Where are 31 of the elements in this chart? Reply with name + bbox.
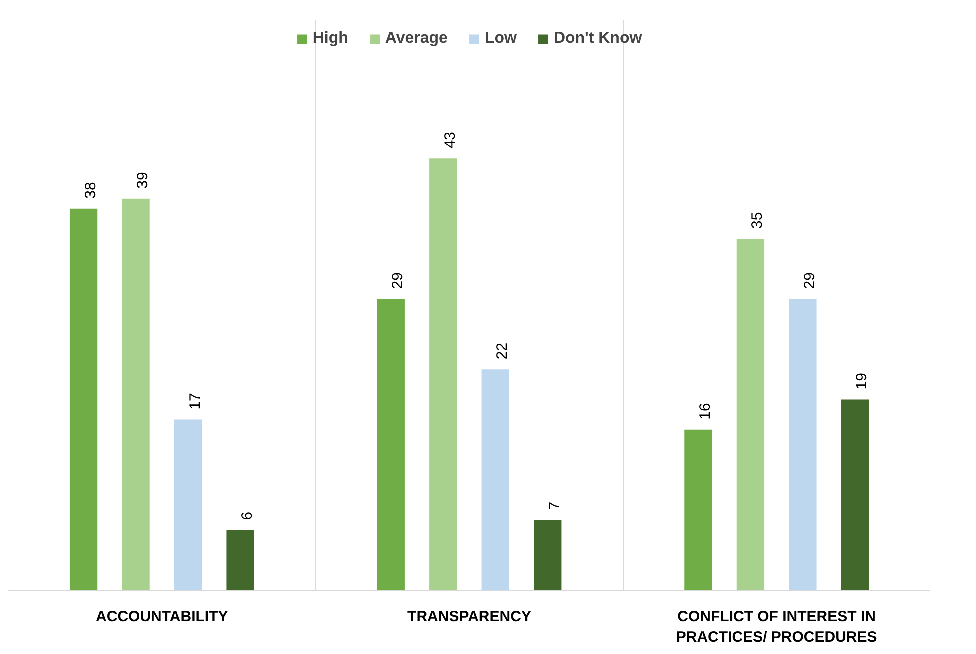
legend-label: Low [484,30,517,48]
bar [226,530,254,590]
bar [482,370,510,590]
data-label: 19 [854,373,871,390]
data-label: 35 [749,212,766,230]
x-tick-label: CONFLICT OF INTEREST IN PRACTICES/ PROCEDURES [676,608,878,646]
x-tick-label: ACCOUNTABILITY [96,608,228,626]
bar [789,299,817,590]
bar [377,299,405,590]
bar [174,420,202,590]
data-label: 6 [239,512,256,520]
legend-label: Average [385,30,448,48]
data-label: 29 [801,272,818,290]
bar [684,430,712,590]
data-label: 38 [82,182,100,199]
bar [736,239,765,590]
data-label: 43 [442,132,459,149]
bar [70,208,98,590]
bar [122,198,150,590]
bar [841,400,870,590]
bar [534,520,562,590]
bar [430,158,458,590]
legend-label: High [312,30,348,48]
data-label: 22 [494,342,512,360]
data-label: 17 [186,393,204,410]
legend-label: Don't Know [554,30,642,48]
data-label: 16 [696,403,714,420]
data-label: 39 [134,172,152,189]
x-tick-label: TRANSPARENCY [408,608,532,626]
data-label: 7 [546,502,564,510]
data-label: 29 [390,272,407,290]
